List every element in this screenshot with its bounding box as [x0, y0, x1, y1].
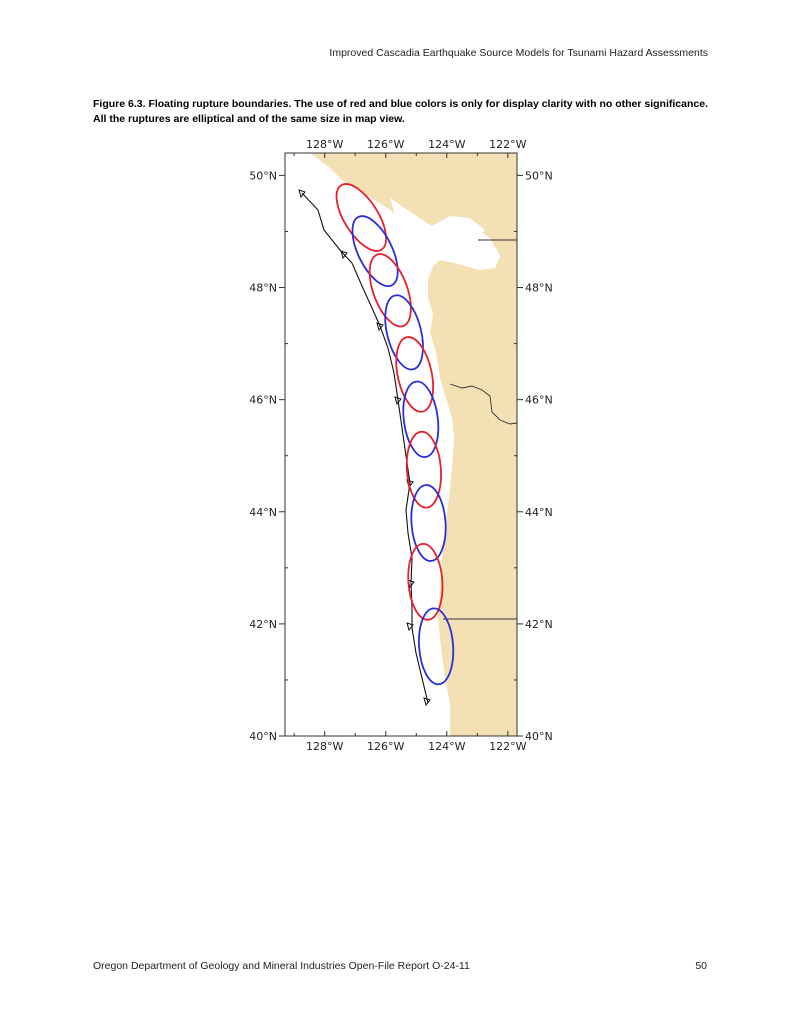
trench-tooth-1 — [298, 189, 306, 199]
washington-oregon-border — [449, 383, 518, 425]
land-area — [310, 153, 517, 736]
rupture-ellipse-8 — [410, 484, 447, 562]
rupture-ellipse-7 — [405, 430, 442, 509]
rupture-ellipse-1 — [335, 183, 387, 252]
lon-label-top-3: 122°W — [489, 138, 526, 151]
trench-teeth — [298, 189, 431, 707]
figure-map: 128°W 128°W 126°W 126°W 124°W 124°W 122°W 122°W… — [240, 138, 580, 758]
lon-label-top-1: 126°W — [367, 138, 404, 151]
lon-label-top-0: 128°W — [306, 138, 343, 151]
rupture-ellipse-10 — [418, 607, 455, 686]
lat-label-right-3: 44°N — [525, 506, 553, 519]
lat-label-right-2: 46°N — [525, 394, 553, 407]
trench-tooth-2 — [340, 250, 348, 260]
longitude-ticks: 128°W 128°W 126°W 126°W 124°W 124°W 122°W 122°W — [293, 138, 527, 753]
rupture-ellipse-4 — [384, 294, 424, 371]
puget-sound — [474, 240, 488, 270]
political-borders — [443, 239, 518, 620]
rupture-ellipse-6 — [402, 380, 440, 458]
page-number: 50 — [695, 960, 707, 972]
lon-label-top-2: 124°W — [428, 138, 465, 151]
rupture-ellipse-2 — [351, 215, 399, 287]
running-header: Improved Cascadia Earthquake Source Mode… — [329, 47, 708, 59]
rupture-map-svg: 128°W 128°W 126°W 126°W 124°W 124°W 122°W 122°W… — [249, 138, 552, 753]
lat-label-left-4: 42°N — [249, 618, 277, 631]
lat-label-left-5: 40°N — [249, 730, 277, 743]
lat-label-left-1: 48°N — [249, 282, 277, 295]
latitude-ticks: 50°N 50°N 48°N 48°N 46°N 46°N 44°N 44°N 42°N 42°N… — [249, 169, 552, 743]
strait-of-georgia — [390, 198, 485, 246]
lat-label-right-4: 42°N — [525, 618, 553, 631]
map-frame — [284, 152, 518, 737]
lon-label-bottom-1: 126°W — [367, 740, 404, 753]
lon-label-bottom-0: 128°W — [306, 740, 343, 753]
trench-tooth-7 — [406, 622, 414, 632]
rupture-ellipses — [335, 183, 455, 686]
lat-label-left-2: 46°N — [249, 394, 277, 407]
lat-label-left-0: 50°N — [249, 169, 277, 182]
rupture-ellipse-3 — [368, 253, 412, 328]
lat-label-left-3: 44°N — [249, 506, 277, 519]
trench-tooth-3 — [376, 322, 384, 332]
rupture-ellipse-5 — [395, 336, 435, 413]
footer-report-title: Oregon Department of Geology and Mineral… — [93, 960, 470, 972]
lat-label-right-1: 48°N — [525, 282, 553, 295]
lon-label-bottom-3: 122°W — [489, 740, 526, 753]
cascadia-trench-line — [301, 192, 429, 704]
trench-tooth-4 — [394, 396, 402, 406]
trench-tooth-8 — [423, 697, 431, 707]
lon-label-bottom-2: 124°W — [428, 740, 465, 753]
rupture-ellipse-9 — [407, 542, 444, 621]
lat-label-right-5: 40°N — [525, 730, 553, 743]
lat-label-right-0: 50°N — [525, 169, 553, 182]
figure-caption: Figure 6.3. Floating rupture boundaries.… — [93, 98, 708, 125]
